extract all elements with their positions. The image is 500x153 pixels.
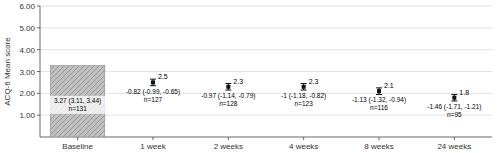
text-line: -0.97 (-1.14, -0.79) — [201, 92, 255, 100]
text-line: -1.13 (-1.32, -0.94) — [352, 96, 406, 104]
error-bar-cap — [376, 87, 382, 88]
y-tick-label: 2.00 — [19, 89, 35, 98]
x-tick — [454, 137, 455, 140]
grid — [40, 6, 492, 115]
data-label: 3.27 (3.11, 3.44)n=131 — [54, 97, 101, 112]
error-bar-cap — [451, 94, 457, 95]
x-tick — [379, 137, 380, 140]
error-bar-cap — [376, 94, 382, 95]
point — [151, 80, 155, 84]
annotation: -1.46 (-1.71, -1.21)n=95 — [427, 103, 481, 118]
x-tick-label: 4 weeks — [289, 142, 318, 151]
x-tick-label: 24 weeks — [437, 142, 471, 151]
grid-line — [40, 93, 492, 94]
annotation: -0.82 (-0.99, -0.65)n=127 — [126, 88, 180, 103]
grid-line — [40, 49, 492, 50]
y-tick-label: 6.00 — [19, 2, 35, 11]
grid-line — [40, 115, 492, 116]
y-tick-label: 3.00 — [19, 68, 35, 77]
error-bar — [225, 84, 231, 91]
y-tick-label: 4.00 — [19, 46, 35, 55]
error-bar-cap — [301, 83, 307, 84]
x-tick — [153, 137, 154, 140]
error-bar-cap — [225, 83, 231, 84]
error-bar-cap — [451, 100, 457, 101]
annotation: -1.13 (-1.32, -0.94)n=116 — [352, 96, 406, 111]
error-bar-cap — [150, 85, 156, 86]
bar — [51, 66, 105, 137]
text-line: n=95 — [447, 111, 462, 118]
point — [226, 85, 230, 89]
x-tick — [228, 137, 229, 140]
error-bar-cap — [150, 79, 156, 80]
text-line: -1.46 (-1.71, -1.21) — [427, 103, 481, 111]
point — [452, 96, 456, 100]
grid-line — [40, 71, 492, 72]
data-label: 2.1 — [384, 82, 394, 89]
x-tick-label: 1 week — [140, 142, 166, 151]
data-label: 2.3 — [233, 78, 243, 85]
text-line: -1 (-1.18, -0.82) — [281, 92, 326, 100]
y-axis-line — [40, 6, 41, 137]
label-background — [48, 96, 108, 114]
grid-line — [40, 27, 492, 28]
text-line: n=128 — [219, 100, 238, 107]
text-line: 3.27 (3.11, 3.44) — [54, 97, 101, 105]
text-line: n=127 — [144, 96, 163, 103]
text-line: n=131 — [69, 105, 88, 112]
x-tick-label: Baseline — [62, 142, 93, 151]
x-tick — [77, 137, 78, 140]
y-tick-label: 1.00 — [19, 111, 35, 120]
chart: 1.00 2.00 3.00 4.00 5.00 6.00 ACQ-6 Mean score… — [0, 0, 500, 153]
data-label: 2.5 — [158, 73, 168, 80]
text-line: n=116 — [370, 104, 388, 111]
annotation: -1 (-1.18, -0.82)n=123 — [281, 92, 326, 107]
point — [302, 85, 306, 89]
data-label: 1.8 — [459, 89, 469, 96]
x-tick-label: 2 weeks — [214, 142, 243, 151]
error-bar — [301, 84, 307, 91]
error-bar — [451, 94, 457, 101]
labels: 3.27 (3.11, 3.44)n=131 2.5 2.3 2.3 2.1 1.8 -0.… — [48, 73, 482, 118]
y-tick-label: 5.00 — [19, 24, 35, 33]
x-axis-line — [40, 137, 492, 138]
error-bar — [376, 88, 382, 95]
text-line: -0.82 (-0.99, -0.65) — [126, 88, 180, 96]
point — [377, 89, 381, 93]
y-axis-label: ACQ-6 Mean score — [3, 37, 12, 106]
annotation: -0.97 (-1.14, -0.79)n=128 — [201, 92, 255, 107]
error-bar — [150, 79, 156, 86]
grid-line — [40, 6, 492, 7]
error-bar-cap — [225, 90, 231, 91]
text-line: n=123 — [295, 100, 314, 107]
x-tick — [303, 137, 304, 140]
x-tick-label: 8 weeks — [364, 142, 393, 151]
error-bar-cap — [301, 90, 307, 91]
marks — [51, 66, 458, 137]
data-label: 2.3 — [309, 78, 319, 85]
